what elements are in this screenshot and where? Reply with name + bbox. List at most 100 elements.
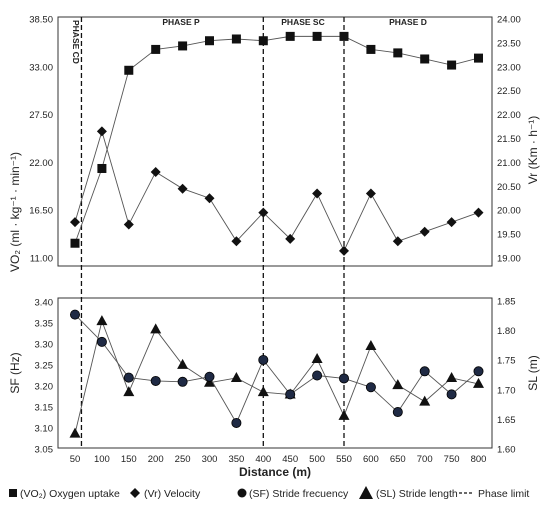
triangle-point [150,323,162,334]
circle-point [473,366,484,377]
sf-tick-label: 3.10 [35,424,54,435]
diamond-point [312,188,323,199]
circle-point [204,371,215,382]
vr-tick-label: 22.50 [497,86,521,97]
vr-tick-label: 21.50 [497,134,521,145]
diamond-point [177,183,188,194]
square-point [285,31,295,41]
sl-tick-label: 1.75 [497,356,516,367]
vo2-tick-label: 33.00 [29,62,53,73]
circle-series-line [74,314,479,424]
diamond-point [96,126,107,137]
circle-point [365,382,376,393]
triangle-point [230,371,242,382]
circle-point [392,407,403,418]
sf-tick-label: 3.30 [35,340,54,351]
diamond-series-line [74,129,479,252]
vr-tick-label: 21.00 [497,158,521,169]
circle-point [70,309,81,320]
square-point [70,238,80,248]
x-tick-label: 350 [228,454,244,465]
triangle-point [96,315,108,326]
vr-tick-label: 24.00 [497,15,521,26]
circle-point [285,389,296,400]
sf-tick-label: 3.05 [35,445,54,456]
circle-point [177,376,188,387]
circle-point [338,373,349,384]
phase-label-sc: PHASE SC [281,17,324,27]
sl-tick-label: 1.65 [497,415,516,426]
sf-tick-label: 3.35 [35,319,54,330]
vo2-tick-label: 11.00 [30,254,53,265]
phase-label-p: PHASE P [162,17,200,27]
vo2-tick-label: 38.50 [29,15,53,26]
x-tick-label: 450 [282,454,298,465]
phase-label-d: PHASE D [389,17,427,27]
x-tick-label: 750 [444,454,460,465]
triangle-point [392,379,404,390]
x-tick-label: 200 [148,454,164,465]
square-point [474,53,483,63]
legend-vo2: (VO₂) Oxygen uptake [20,488,120,500]
circle-point [123,372,134,383]
diamond-point [231,236,242,247]
x-tick-label: 300 [202,454,218,465]
triangle-series-line [74,319,479,434]
legend-sl: (SL) Stride length [376,488,458,500]
circle-point [150,375,161,386]
vo2-tick-label: 16.50 [29,206,53,217]
sf-tick-label: 3.40 [35,298,54,309]
diamond-point [446,217,457,228]
vr-axis-label: Vr (Km · h⁻¹) [526,116,540,185]
x-tick-label: 700 [417,454,433,465]
diamond-point [473,207,484,218]
square-point [366,44,376,54]
legend-triangle-icon [359,486,373,499]
vr-tick-label: 23.50 [497,38,521,49]
legend-vr: (Vr) Velocity [144,488,201,500]
x-tick-label: 400 [255,454,271,465]
sf-axis-label: SF (Hz) [8,352,22,393]
sf-tick-label: 3.15 [35,403,54,414]
square-point [231,34,241,44]
x-axis-label: Distance (m) [239,465,311,479]
vr-tick-label: 19.00 [497,254,521,265]
square-series-line [74,35,479,244]
x-tick-label: 100 [94,454,110,465]
square-point [312,31,322,41]
sl-tick-label: 1.80 [497,326,516,337]
triangle-point [69,427,81,438]
sf-tick-label: 3.20 [35,382,54,393]
circle-point [96,336,107,347]
x-tick-label: 250 [175,454,191,465]
vo2-tick-label: 27.50 [29,110,53,121]
legend-diamond-icon [130,488,140,498]
vr-tick-label: 19.50 [497,230,521,241]
diamond-point [365,188,376,199]
triangle-point [123,386,135,397]
triangle-point [365,339,377,350]
square-point [178,41,188,51]
bottom-panel-frame [57,297,493,449]
triangle-point [257,386,269,397]
diamond-point [339,245,349,256]
sl-tick-label: 1.85 [497,297,516,308]
triangle-point [177,358,189,369]
circle-point [312,370,323,381]
diamond-point [204,193,215,204]
x-tick-label: 800 [471,454,487,465]
sl-tick-label: 1.60 [497,445,516,456]
circle-point [258,354,269,365]
sl-axis-label: SL (m) [526,355,540,391]
legend-circle-icon [237,488,247,498]
square-point [420,54,430,64]
square-point [205,36,214,46]
diamond-point [123,219,134,230]
square-point [151,44,161,54]
vo2-tick-label: 22.00 [29,158,53,169]
diamond-point [150,166,161,177]
square-point [97,163,107,173]
triangle-point [338,409,350,420]
diamond-point [285,233,296,244]
